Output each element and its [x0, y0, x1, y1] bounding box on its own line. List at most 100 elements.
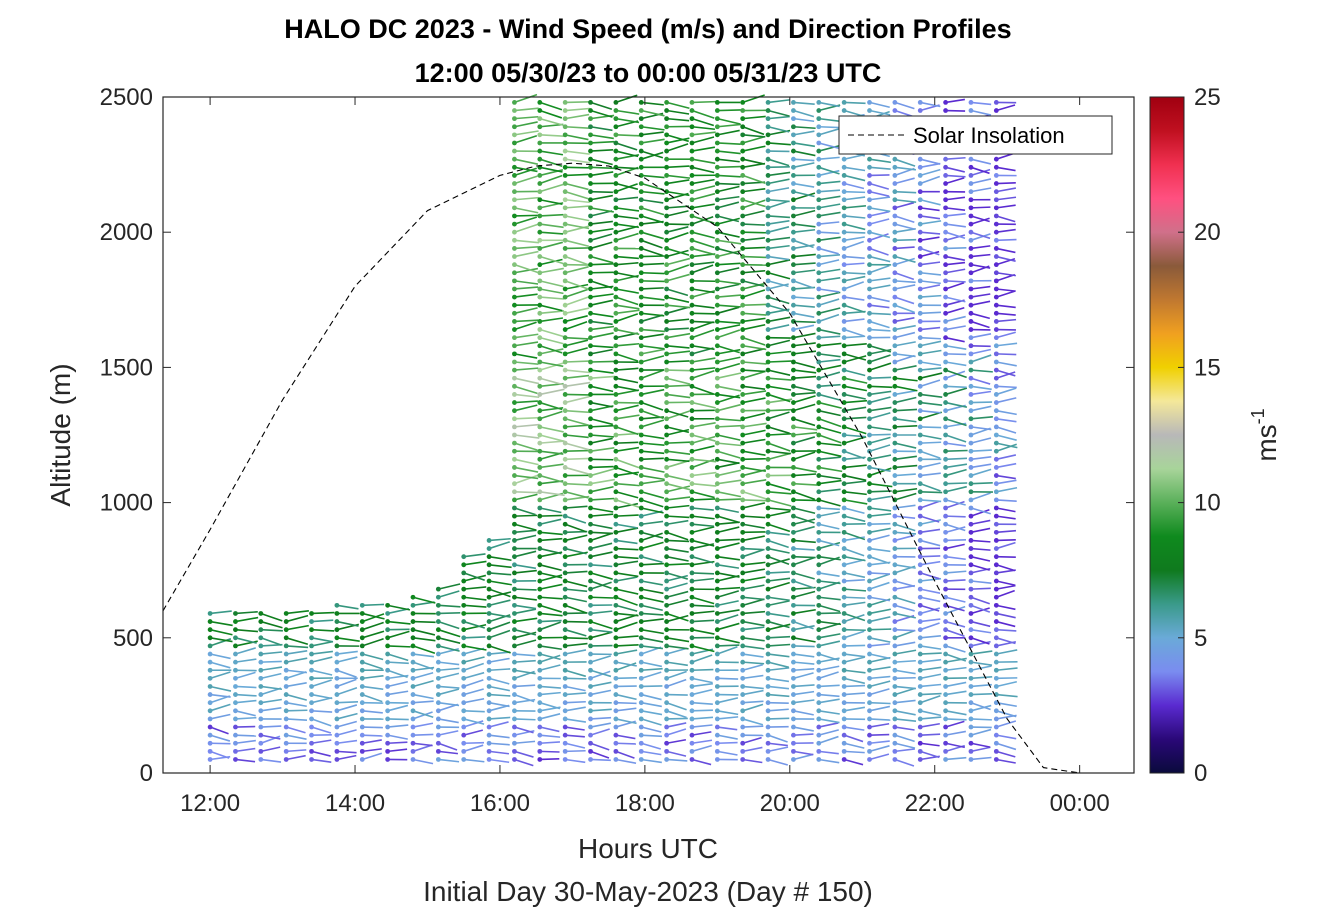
wind-barb-point	[461, 578, 467, 584]
wind-barb-shaft	[996, 104, 1016, 112]
wind-barb-point	[486, 611, 492, 616]
wind-barb-point	[613, 602, 619, 608]
wind-barb-shaft	[565, 649, 587, 655]
wind-barb-point	[562, 416, 568, 422]
wind-barb-shaft	[640, 532, 663, 542]
wind-barb-point	[993, 667, 999, 673]
wind-barb-shaft	[564, 288, 588, 298]
wind-barb-shaft	[615, 117, 640, 124]
wind-barb-point	[638, 221, 644, 227]
wind-barb-point	[943, 724, 948, 730]
wind-barb-point	[943, 229, 948, 235]
wind-barb-point	[334, 635, 340, 641]
wind-barb-shaft	[818, 479, 842, 485]
wind-barb-point	[816, 156, 822, 162]
wind-barb-point	[613, 757, 619, 762]
wind-barb-point	[562, 286, 568, 292]
wind-barb-shaft	[590, 255, 614, 264]
wind-barb-point	[689, 221, 695, 227]
wind-barb-shaft	[539, 158, 563, 168]
wind-barb-point	[664, 124, 670, 130]
wind-barb-point	[689, 189, 695, 195]
wind-barb-shaft	[336, 720, 357, 728]
wind-barb-point	[765, 708, 771, 714]
wind-barb-shaft	[590, 360, 615, 363]
wind-barb-shaft	[717, 726, 738, 731]
wind-barb-point	[917, 586, 923, 592]
wind-barb-shaft	[691, 178, 715, 185]
wind-barb-shaft	[539, 109, 563, 119]
wind-barb-shaft	[514, 130, 539, 136]
wind-barb-point	[588, 529, 593, 535]
wind-barb-shaft	[641, 457, 664, 461]
wind-barb-point	[892, 562, 898, 568]
wind-barb-point	[993, 740, 999, 746]
wind-barb-shaft	[717, 109, 741, 112]
wind-barb-point	[714, 327, 720, 332]
wind-barb-shaft	[717, 249, 741, 258]
wind-barb-point	[689, 554, 695, 560]
wind-barb-point	[968, 189, 974, 195]
wind-barb-shaft	[691, 247, 716, 256]
wind-barb-point	[461, 748, 467, 754]
wind-barb-shaft	[514, 758, 534, 767]
wind-barb-shaft	[869, 573, 890, 582]
wind-barb-point	[359, 675, 365, 681]
wind-barb-shaft	[869, 643, 890, 647]
wind-barb-shaft	[539, 583, 563, 590]
wind-barb-shaft	[844, 101, 866, 105]
wind-barb-point	[638, 481, 644, 487]
wind-barb-point	[765, 667, 771, 673]
wind-barb-shaft	[463, 729, 484, 736]
wind-barb-point	[993, 367, 999, 373]
wind-barb-shaft	[260, 734, 281, 740]
wind-barb-point	[664, 700, 670, 706]
wind-barb-shaft	[894, 659, 916, 663]
wind-barb-point	[816, 538, 822, 543]
wind-barb-point	[588, 619, 593, 624]
wind-barb-shaft	[869, 284, 891, 290]
wind-barb-shaft	[691, 146, 716, 152]
wind-barb-point	[892, 481, 898, 487]
wind-barb-shaft	[514, 267, 539, 274]
wind-barb-point	[613, 262, 619, 268]
wind-barb-point	[791, 173, 796, 178]
wind-barb-shaft	[565, 393, 589, 396]
wind-barb-point	[258, 675, 264, 681]
wind-barb-shaft	[539, 490, 565, 497]
wind-barb-shaft	[894, 201, 915, 209]
wind-barb-point	[562, 351, 568, 357]
wind-barb-shaft	[818, 383, 841, 388]
wind-barb-shaft	[843, 281, 865, 290]
wind-barb-point	[714, 229, 720, 235]
wind-barb-point	[283, 740, 289, 746]
wind-barb-point	[791, 189, 796, 195]
wind-barb-shaft	[539, 258, 563, 266]
wind-barb-point	[993, 294, 999, 300]
wind-barb-shaft	[590, 478, 615, 485]
wind-barb-point	[233, 732, 238, 738]
wind-barb-shaft	[793, 369, 817, 374]
wind-barb-point	[385, 651, 391, 657]
wind-barb-point	[334, 643, 340, 649]
wind-barb-shaft	[539, 345, 563, 354]
wind-barb-point	[867, 181, 872, 186]
wind-barb-shaft	[920, 220, 942, 225]
wind-barb-shaft	[615, 271, 639, 278]
wind-barb-point	[867, 108, 872, 113]
wind-barb-point	[943, 278, 948, 284]
wind-barb-point	[968, 335, 974, 341]
wind-barb-point	[791, 408, 796, 414]
wind-barb-point	[588, 667, 593, 673]
wind-barb-shaft	[615, 232, 639, 242]
wind-barb-point	[943, 156, 948, 162]
wind-barb-shaft	[666, 410, 690, 420]
wind-barb-shaft	[539, 401, 563, 411]
wind-barb-shaft	[793, 304, 815, 308]
wind-barb-point	[512, 286, 517, 292]
wind-barb-shaft	[311, 640, 334, 647]
wind-barb-point	[309, 611, 314, 616]
wind-barb-point	[765, 440, 771, 446]
wind-barb-point	[638, 716, 644, 722]
wind-barb-point	[613, 432, 619, 438]
